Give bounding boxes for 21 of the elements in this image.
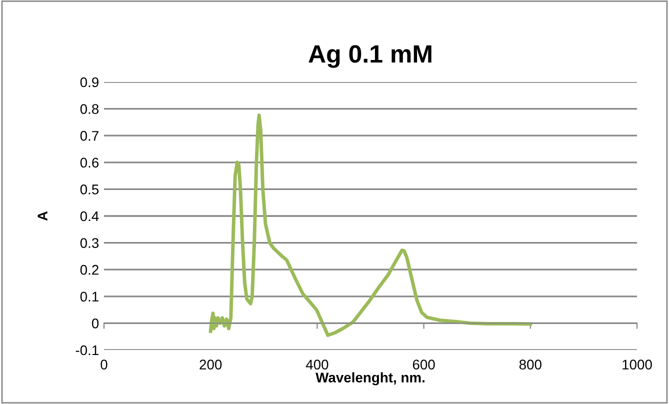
y-tick-label: -0.1 — [76, 345, 98, 356]
line-series — [208, 113, 532, 337]
y-axis-title: A — [38, 211, 48, 221]
y-tick-label: 0.1 — [80, 292, 98, 302]
y-tick-label: 0.5 — [80, 184, 99, 194]
x-tick-label: 200 — [200, 360, 222, 370]
x-tick-label: 0 — [100, 360, 108, 370]
y-tick-label: 0.3 — [80, 238, 99, 248]
y-tick-label: 0.4 — [80, 211, 99, 222]
x-tick-label: 1000 — [622, 360, 652, 370]
y-tick-label: 0.8 — [80, 104, 99, 114]
y-tick-label: 0.2 — [80, 264, 98, 275]
x-tick-label: 400 — [306, 360, 328, 370]
chart-title: Ag 0.1 mM — [308, 45, 432, 68]
y-tick-label: 0.7 — [80, 130, 98, 141]
y-tick-label: 0.6 — [80, 158, 99, 168]
y-tick-label: 0 — [92, 318, 99, 328]
x-tick-label: 600 — [412, 360, 435, 370]
x-axis-title: Wavelenght, nm. — [316, 372, 424, 386]
y-tick-label: 0.9 — [80, 77, 98, 88]
x-tick-label: 800 — [519, 360, 542, 370]
